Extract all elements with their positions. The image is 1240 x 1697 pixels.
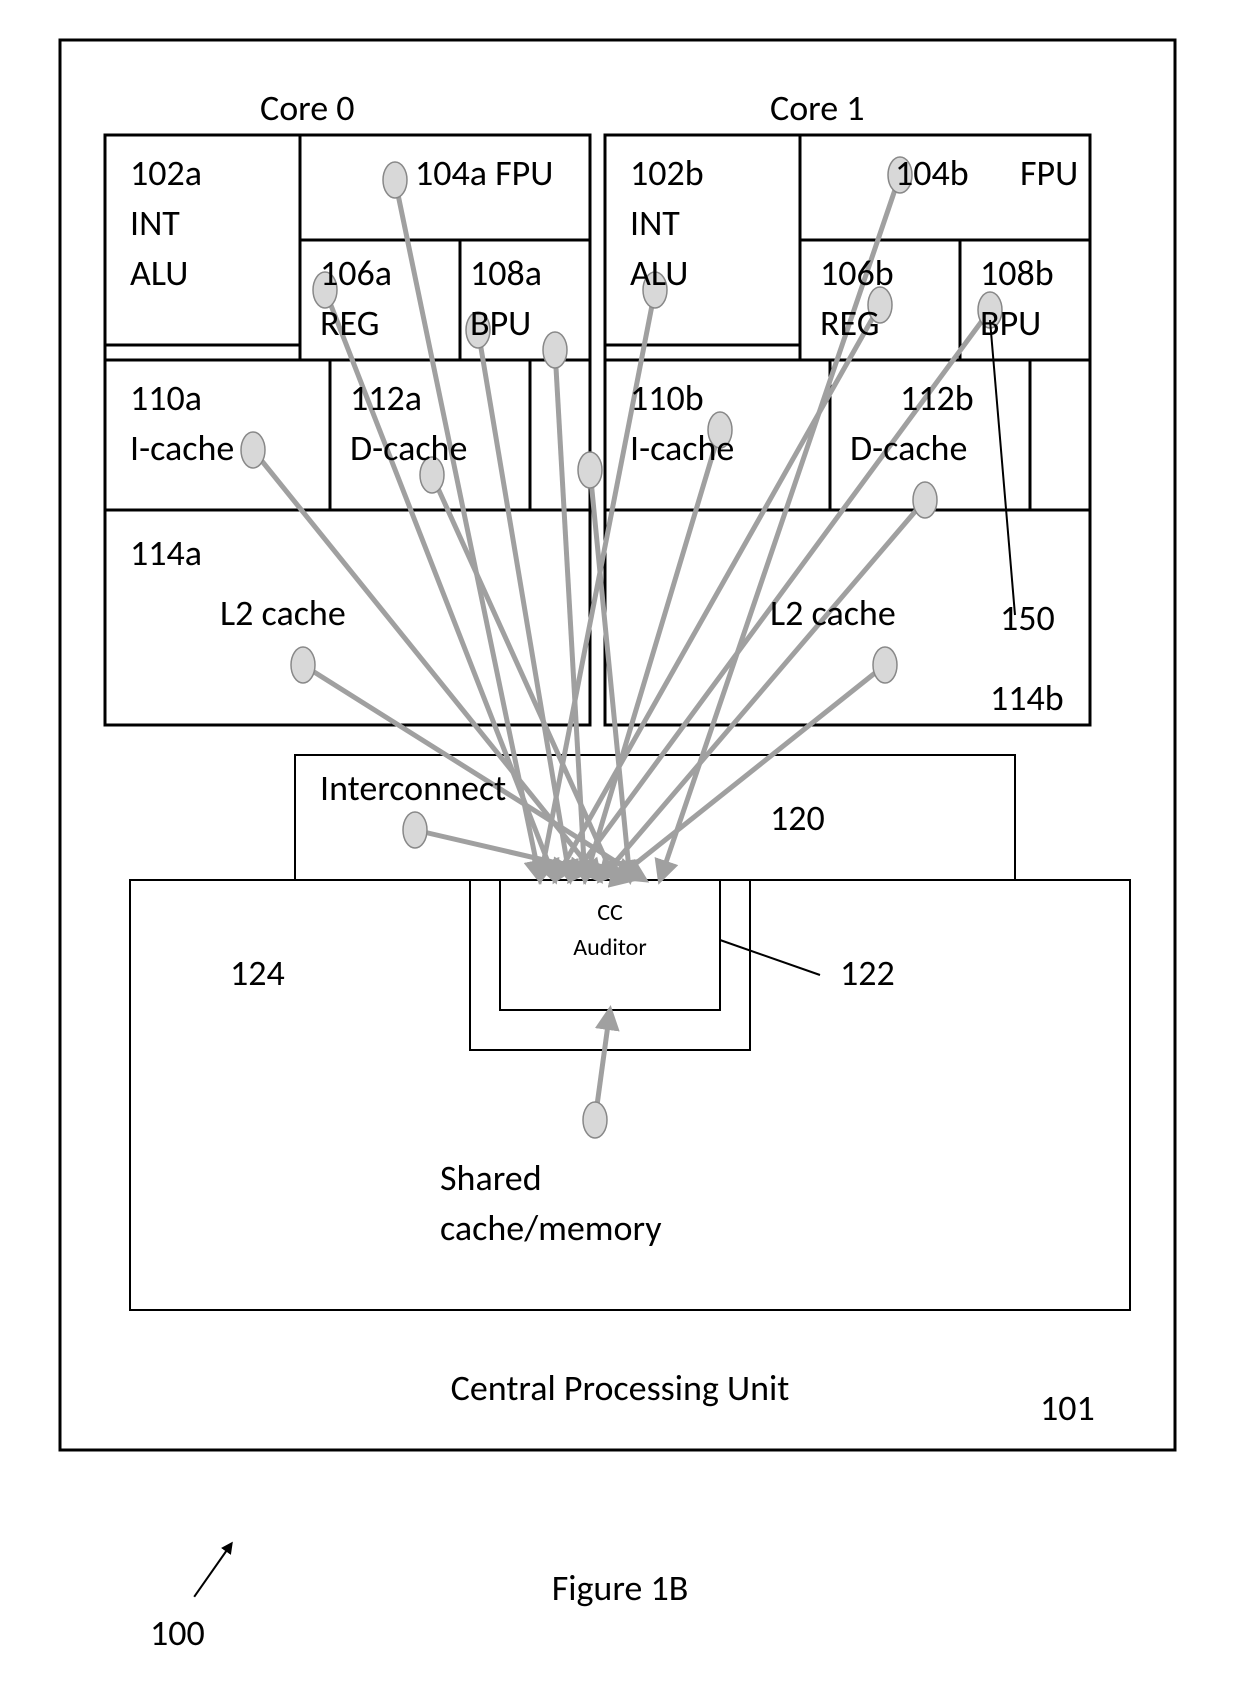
probe-p_a110	[241, 432, 265, 468]
label-a102_l2: INT	[130, 201, 180, 245]
label-probe_ref: 150	[1000, 596, 1055, 640]
label-figure_ref: 100	[150, 1611, 205, 1655]
label-a106: 106a	[320, 251, 392, 295]
label-a102_l3: ALU	[130, 251, 188, 295]
probe-p_b112	[913, 482, 937, 518]
label-b110: 110b	[630, 376, 704, 420]
label-b112: 112b	[900, 376, 974, 420]
label-shared_l2: cache/memory	[440, 1206, 662, 1250]
label-a112_l2: D-cache	[350, 426, 467, 470]
label-shared_l1: Shared	[440, 1156, 542, 1200]
label-b102_l3: ALU	[630, 251, 688, 295]
figure-ref-arrow	[194, 1544, 231, 1597]
probe-p_int	[403, 812, 427, 848]
label-core1: Core 1	[770, 86, 865, 130]
label-figure: Figure 1B	[552, 1566, 689, 1610]
label-cc_ref: 122	[840, 951, 895, 995]
label-cc_auditor_l1: CC	[597, 898, 623, 927]
probe-p_bl2	[873, 647, 897, 683]
label-a108: 108a	[470, 251, 542, 295]
label-cpu_ref: 101	[1040, 1386, 1095, 1430]
label-b102_l2: INT	[630, 201, 680, 245]
probe-p_shared	[583, 1102, 607, 1138]
label-b114_l2: L2 cache	[770, 591, 896, 635]
label-b112_l2: D-cache	[850, 426, 967, 470]
label-b114: 114b	[990, 676, 1064, 720]
label-interconnect_ref: 120	[770, 796, 825, 840]
label-b106_l2: REG	[820, 301, 879, 345]
label-b104: 104b	[895, 151, 969, 195]
label-a108_l2: BPU	[470, 301, 531, 345]
label-a114: 114a	[130, 531, 202, 575]
label-a110: 110a	[130, 376, 202, 420]
label-shared_ref: 124	[230, 951, 285, 995]
label-b110_l2: I-cache	[630, 426, 734, 470]
label-a110_l2: I-cache	[130, 426, 234, 470]
label-b108_l2: BPU	[980, 301, 1041, 345]
probe-p_a114	[578, 452, 602, 488]
label-b106: 106b	[820, 251, 894, 295]
probe-p_a108	[543, 332, 567, 368]
label-b104_r: FPU	[1020, 151, 1078, 195]
label-interconnect: Interconnect	[320, 766, 506, 810]
probe-p_a104	[383, 162, 407, 198]
label-core0: Core 0	[260, 86, 355, 130]
label-a106_l2: REG	[320, 301, 379, 345]
label-a114_l2: L2 cache	[220, 591, 346, 635]
label-b108: 108b	[980, 251, 1054, 295]
diagram-canvas: Core 0 Core 1 102a INT ALU 104a FPU 106a REG 108…	[0, 0, 1240, 1697]
label-cpu_title: Central Processing Unit	[451, 1366, 790, 1410]
label-b102: 102b	[630, 151, 704, 195]
label-cc_auditor_l2: Auditor	[573, 933, 646, 962]
label-a102: 102a	[130, 151, 202, 195]
probe-p_al2	[291, 647, 315, 683]
label-a104: 104a FPU	[415, 151, 553, 195]
label-a112: 112a	[350, 376, 422, 420]
